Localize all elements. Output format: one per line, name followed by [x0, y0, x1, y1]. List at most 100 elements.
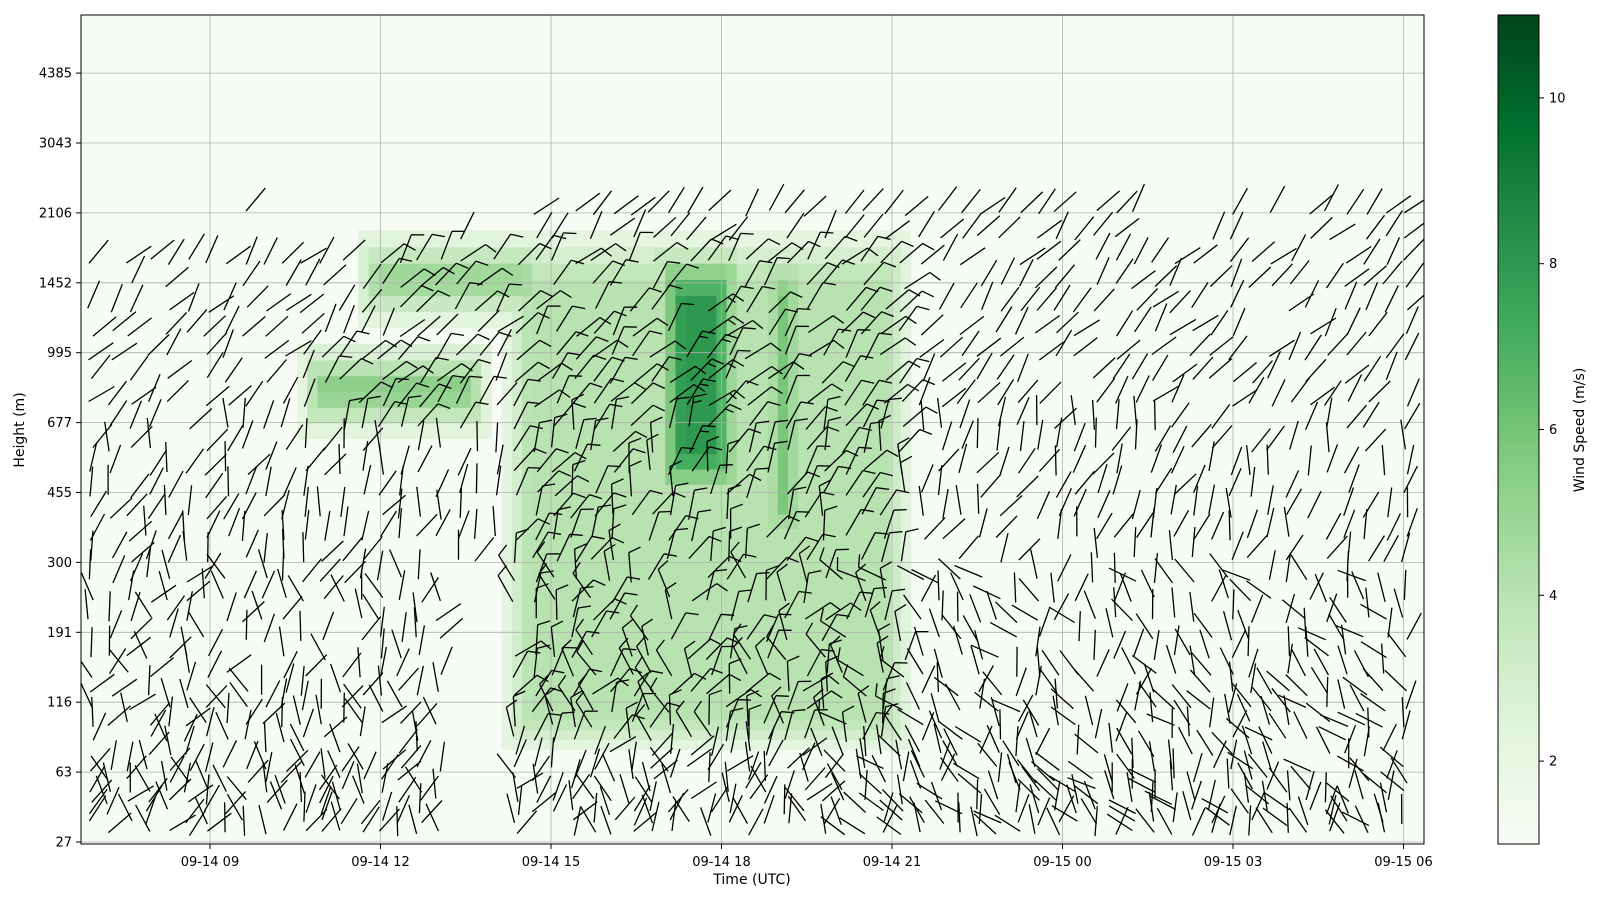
heatmap-cell	[532, 674, 543, 688]
wind-barb	[556, 331, 589, 356]
heatmap-cell	[747, 611, 758, 626]
wind-barb	[979, 196, 1006, 215]
wind-barb	[1233, 361, 1258, 383]
heatmap-cell	[552, 407, 564, 424]
wind-barb	[728, 526, 743, 562]
wind-barb	[904, 195, 929, 217]
wind-barb	[807, 339, 845, 357]
wind-barb	[102, 762, 112, 793]
wind-barb	[143, 505, 147, 536]
heatmap-cell	[880, 438, 891, 455]
wind-barb	[571, 605, 592, 638]
wind-barb	[1192, 356, 1214, 380]
wind-barb	[205, 684, 226, 709]
wind-barb	[1337, 679, 1346, 709]
wind-barb	[477, 267, 514, 287]
wind-barb	[343, 692, 345, 723]
heatmap-cell	[317, 343, 329, 361]
heatmap-cell	[736, 263, 748, 280]
wind-barb	[398, 570, 406, 601]
heatmap-cell	[777, 571, 789, 586]
heatmap-cell	[675, 327, 687, 345]
heatmap-cell	[501, 638, 513, 651]
heatmap-cell	[624, 739, 636, 751]
heatmap-cell	[788, 423, 799, 439]
wind-barb	[1015, 726, 1019, 757]
heatmap-cell	[532, 295, 543, 313]
heatmap-cell	[788, 709, 799, 721]
wind-barb	[724, 761, 729, 792]
wind-barb	[824, 449, 859, 472]
wind-barb	[1013, 572, 1017, 603]
heatmap-cell	[644, 662, 656, 676]
heatmap-cell	[470, 311, 482, 329]
wind-barb	[725, 707, 744, 741]
wind-barb	[844, 189, 865, 214]
wind-barb	[205, 774, 210, 805]
wind-barb	[1058, 239, 1081, 261]
wind-barb	[301, 312, 325, 334]
heatmap-cell	[603, 709, 615, 721]
wind-barb	[1310, 666, 1328, 694]
wind-barb	[1108, 805, 1136, 822]
wind-barb	[1251, 792, 1265, 821]
wind-barb	[1268, 712, 1287, 739]
wind-barb	[513, 447, 547, 472]
heatmap-cell	[409, 263, 421, 280]
wind-barb	[1135, 808, 1155, 833]
heatmap-cell	[501, 453, 513, 470]
wind-barb	[961, 420, 974, 449]
heatmap-cell	[419, 343, 431, 361]
heatmap-cell	[695, 311, 707, 329]
heatmap-cell	[655, 719, 666, 731]
wind-barb	[943, 728, 958, 756]
wind-barb	[363, 751, 377, 780]
heatmap-cell	[655, 230, 666, 248]
wind-barb	[479, 375, 507, 404]
wind-barb	[1017, 694, 1034, 722]
heatmap-cell	[777, 407, 789, 424]
wind-barb	[1325, 512, 1342, 540]
heatmap-cell	[839, 709, 850, 721]
wind-barb	[1231, 630, 1246, 658]
heatmap-cell	[747, 375, 758, 392]
wind-barb	[1406, 612, 1422, 640]
wind-barb	[691, 583, 728, 602]
wind-barb	[989, 622, 1018, 638]
wind-barb	[88, 385, 115, 403]
heatmap-cell	[808, 543, 820, 559]
wind-barb	[1386, 513, 1401, 541]
heatmap-cell	[562, 650, 574, 664]
heatmap-cell	[542, 571, 554, 586]
heatmap-cell	[532, 598, 543, 613]
wind-barb	[1363, 265, 1387, 286]
heatmap-cell	[828, 513, 840, 529]
wind-barb	[1173, 509, 1190, 537]
wind-barb	[1056, 311, 1079, 334]
heatmap-cell	[880, 699, 891, 711]
heatmap-cell	[757, 528, 769, 544]
wind-barb	[1207, 779, 1216, 810]
wind-barb	[1121, 647, 1136, 675]
heatmap-cell	[880, 343, 891, 361]
wind-barb	[1255, 807, 1273, 834]
wind-barb	[1076, 724, 1080, 755]
wind-barb	[860, 311, 894, 335]
heatmap-cell	[747, 263, 758, 280]
heatmap-cell	[798, 729, 809, 741]
heatmap-cell	[726, 484, 738, 500]
heatmap-cell	[552, 650, 564, 664]
heatmap-cell	[562, 687, 574, 700]
wind-barb	[261, 570, 276, 599]
heatmap-cell	[828, 438, 840, 455]
wind-barb	[1232, 187, 1248, 215]
wind-barb	[437, 374, 466, 403]
heatmap-cell	[634, 499, 646, 515]
wind-barb	[1314, 573, 1327, 603]
wind-barb	[321, 808, 342, 832]
wind-barb	[1135, 613, 1154, 640]
wind-barb	[804, 602, 842, 620]
heatmap-cell	[706, 311, 717, 329]
heatmap-cell	[378, 311, 390, 329]
wind-barb	[400, 285, 434, 308]
